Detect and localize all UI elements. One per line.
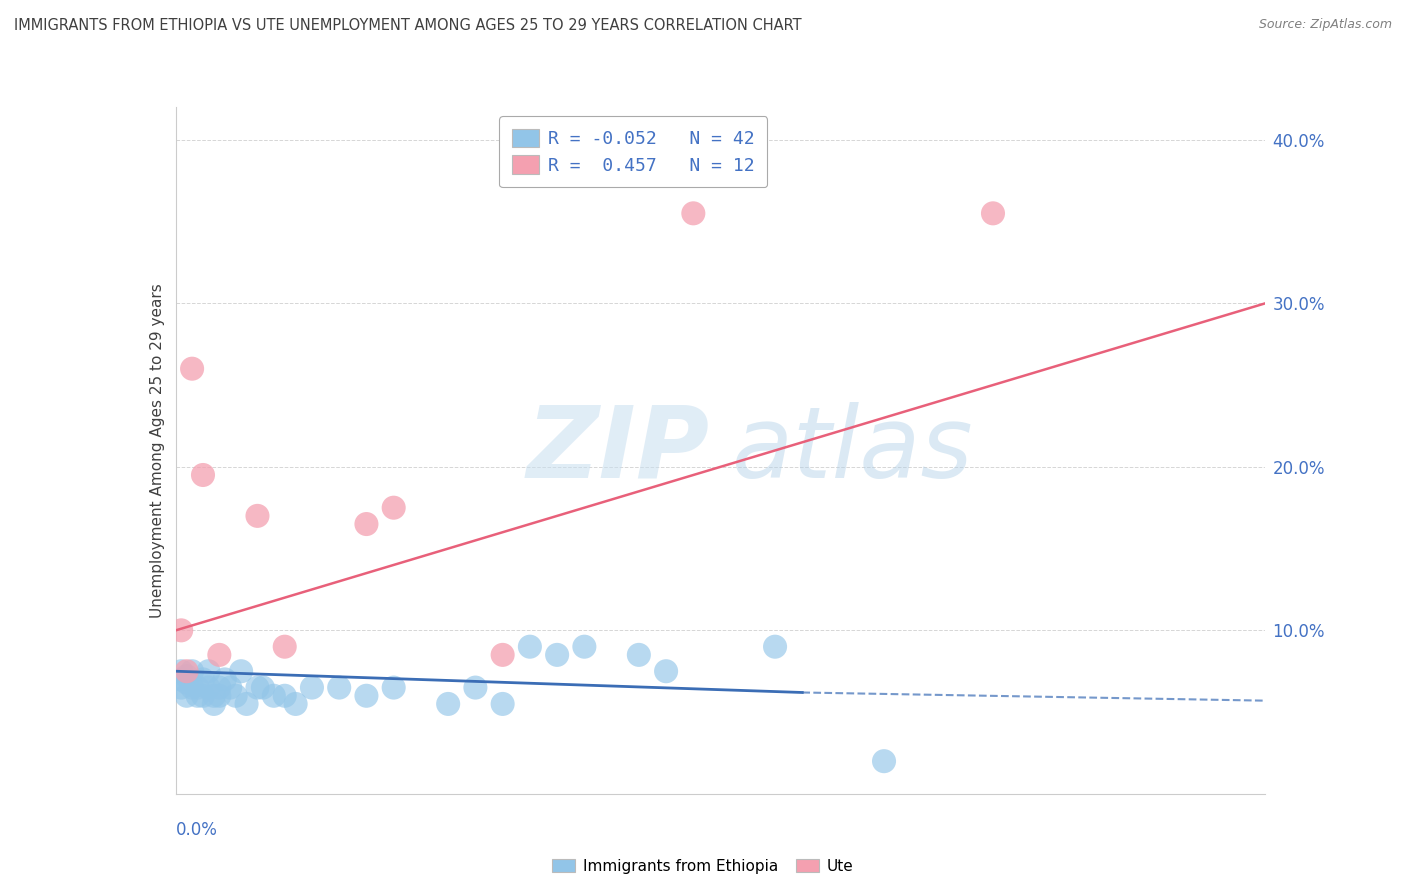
Point: [191, 689, 214, 703]
Point: [492, 697, 515, 711]
Text: 0.0%: 0.0%: [176, 822, 218, 839]
Point: [546, 648, 568, 662]
Point: [197, 681, 219, 695]
Y-axis label: Unemployment Among Ages 25 to 29 years: Unemployment Among Ages 25 to 29 years: [149, 283, 165, 618]
Point: [328, 681, 350, 695]
Point: [981, 206, 1004, 220]
Point: [176, 689, 198, 703]
Point: [225, 689, 247, 703]
Point: [181, 664, 204, 679]
Point: [263, 689, 285, 703]
Point: [437, 697, 460, 711]
Point: [274, 640, 297, 654]
Point: [181, 361, 204, 376]
Point: [208, 648, 231, 662]
Point: [356, 689, 378, 703]
Point: [197, 664, 219, 679]
Legend: Immigrants from Ethiopia, Ute: Immigrants from Ethiopia, Ute: [546, 853, 860, 880]
Point: [235, 697, 257, 711]
Point: [284, 697, 307, 711]
Point: [202, 689, 225, 703]
Point: [186, 689, 209, 703]
Point: [176, 675, 198, 690]
Point: [170, 664, 193, 679]
Text: atlas: atlas: [731, 402, 973, 499]
Point: [170, 624, 193, 638]
Point: [873, 754, 896, 768]
Point: [682, 206, 704, 220]
Point: [627, 648, 650, 662]
Legend: R = -0.052   N = 42, R =  0.457   N = 12: R = -0.052 N = 42, R = 0.457 N = 12: [499, 116, 768, 187]
Point: [202, 697, 225, 711]
Point: [519, 640, 541, 654]
Point: [186, 681, 209, 695]
Point: [170, 673, 193, 687]
Point: [492, 648, 515, 662]
Point: [655, 664, 678, 679]
Point: [246, 508, 269, 523]
Point: [191, 673, 214, 687]
Point: [208, 681, 231, 695]
Point: [356, 516, 378, 531]
Point: [170, 681, 193, 695]
Point: [176, 669, 198, 683]
Point: [274, 689, 297, 703]
Point: [231, 664, 253, 679]
Point: [464, 681, 486, 695]
Text: Source: ZipAtlas.com: Source: ZipAtlas.com: [1258, 18, 1392, 31]
Point: [176, 664, 198, 679]
Text: IMMIGRANTS FROM ETHIOPIA VS UTE UNEMPLOYMENT AMONG AGES 25 TO 29 YEARS CORRELATI: IMMIGRANTS FROM ETHIOPIA VS UTE UNEMPLOY…: [14, 18, 801, 33]
Point: [191, 467, 214, 482]
Point: [301, 681, 323, 695]
Point: [181, 681, 204, 695]
Point: [382, 500, 405, 515]
Point: [763, 640, 786, 654]
Point: [252, 681, 274, 695]
Text: ZIP: ZIP: [527, 402, 710, 499]
Point: [214, 673, 236, 687]
Point: [246, 681, 269, 695]
Point: [382, 681, 405, 695]
Point: [219, 681, 242, 695]
Point: [574, 640, 596, 654]
Point: [208, 689, 231, 703]
